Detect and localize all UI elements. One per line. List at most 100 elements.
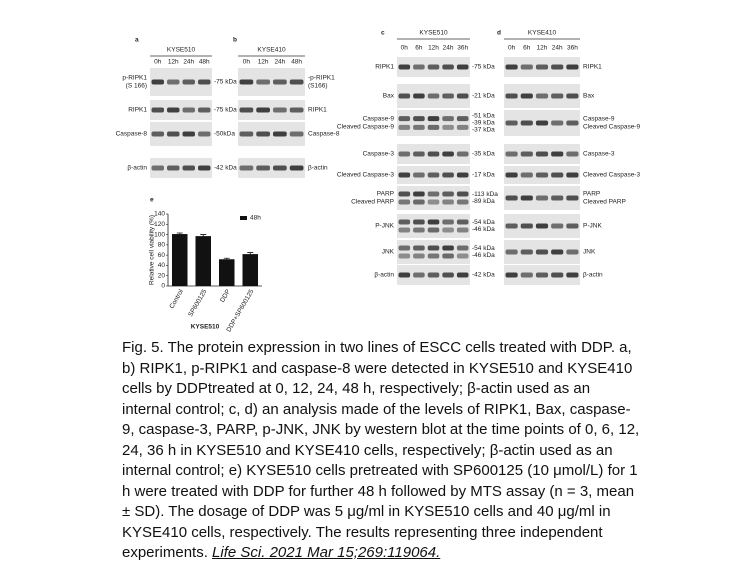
blot-strip (397, 214, 470, 238)
kda-marker: -17 kDa (472, 172, 495, 179)
protein-band (551, 172, 564, 178)
protein-band (398, 253, 411, 259)
protein-band (256, 107, 270, 113)
protein-band (398, 227, 411, 233)
protein-band (398, 151, 411, 157)
kda-marker: -54 kDa (472, 245, 495, 252)
kda-marker: -113 kDa (472, 191, 498, 198)
protein-band (456, 93, 469, 99)
protein-band (520, 272, 533, 278)
protein-band (520, 151, 533, 157)
protein-band (442, 219, 454, 225)
protein-band (398, 172, 411, 178)
kda-marker: -35 kDa (472, 151, 495, 158)
protein-label: β-actin (308, 165, 328, 172)
blot-strip (238, 158, 305, 178)
kda-marker: -75 kDa (214, 107, 237, 114)
error-bar (200, 234, 207, 238)
protein-band (535, 223, 549, 229)
protein-band (398, 124, 411, 130)
protein-band (398, 116, 411, 122)
protein-band (427, 272, 440, 278)
time-label: 12h (258, 59, 269, 66)
time-label: 12h (168, 59, 179, 66)
protein-band (535, 120, 549, 126)
protein-band (289, 131, 304, 137)
blot-strip (397, 186, 470, 210)
protein-band (442, 245, 454, 251)
protein-band (456, 272, 469, 278)
panel-letter: a (135, 37, 139, 44)
x-tick-label: SP600125 (187, 288, 208, 318)
cell-line-label: KYSE510 (419, 30, 448, 37)
y-tick-label: 120 (154, 221, 165, 228)
protein-label: Caspase-8 (116, 131, 148, 138)
protein-band (198, 131, 211, 137)
protein-band (413, 124, 425, 130)
time-label: 12h (537, 45, 548, 52)
protein-band (413, 245, 425, 251)
protein-band (413, 219, 425, 225)
y-tick-label: 80 (158, 242, 166, 249)
protein-label: JNK (382, 249, 395, 256)
protein-band (442, 272, 454, 278)
protein-band (427, 219, 440, 225)
protein-band (442, 151, 454, 157)
caption-text: Fig. 5. The protein expression in two li… (122, 339, 640, 561)
time-label: 48h (291, 59, 302, 66)
blot-strip (397, 240, 470, 264)
legend-swatch (240, 216, 247, 220)
protein-band (239, 79, 254, 85)
protein-band (182, 107, 195, 113)
y-tick-label: 0 (161, 283, 165, 290)
protein-band (167, 165, 180, 171)
protein-band (413, 227, 425, 233)
protein-band (167, 107, 180, 113)
protein-band (566, 249, 579, 255)
protein-band (566, 223, 579, 229)
time-label: 48h (199, 59, 210, 66)
y-tick-label: 100 (154, 231, 165, 238)
protein-band (551, 120, 564, 126)
protein-band (413, 191, 425, 197)
protein-band (520, 172, 533, 178)
time-label: 36h (567, 45, 578, 52)
protein-band (398, 93, 411, 99)
protein-band (456, 64, 469, 70)
protein-band (398, 199, 411, 205)
cell-line-label: KYSE410 (528, 30, 557, 37)
time-label: 0h (508, 45, 516, 52)
protein-band (427, 253, 440, 259)
protein-band (427, 64, 440, 70)
time-label: 24h (274, 59, 285, 66)
time-label: 6h (523, 45, 531, 52)
error-bar (176, 232, 183, 236)
protein-band (151, 165, 164, 171)
time-label: 0h (154, 59, 162, 66)
protein-band (520, 249, 533, 255)
protein-band (456, 191, 469, 197)
protein-band (535, 249, 549, 255)
protein-band (413, 199, 425, 205)
protein-label: PARP (377, 191, 394, 198)
blot-strip (397, 110, 470, 136)
protein-band (551, 93, 564, 99)
protein-band (505, 172, 518, 178)
protein-band (566, 120, 579, 126)
protein-band (442, 253, 454, 259)
time-label: 24h (443, 45, 454, 52)
time-label: 0h (401, 45, 409, 52)
kda-marker: -37 kDa (472, 127, 495, 134)
protein-label: (S 166) (126, 83, 147, 90)
protein-label: Cleaved Caspase-9 (583, 124, 640, 131)
protein-band (273, 131, 287, 137)
blot-strip (150, 158, 212, 178)
protein-label: Bax (383, 93, 395, 100)
protein-band (505, 64, 518, 70)
protein-band (442, 64, 454, 70)
protein-band (442, 199, 454, 205)
kda-marker: -39 kDa (472, 120, 495, 127)
protein-band (505, 272, 518, 278)
citation-link[interactable]: Life Sci. 2021 Mar 15;269:119064. (212, 544, 441, 561)
protein-band (413, 272, 425, 278)
